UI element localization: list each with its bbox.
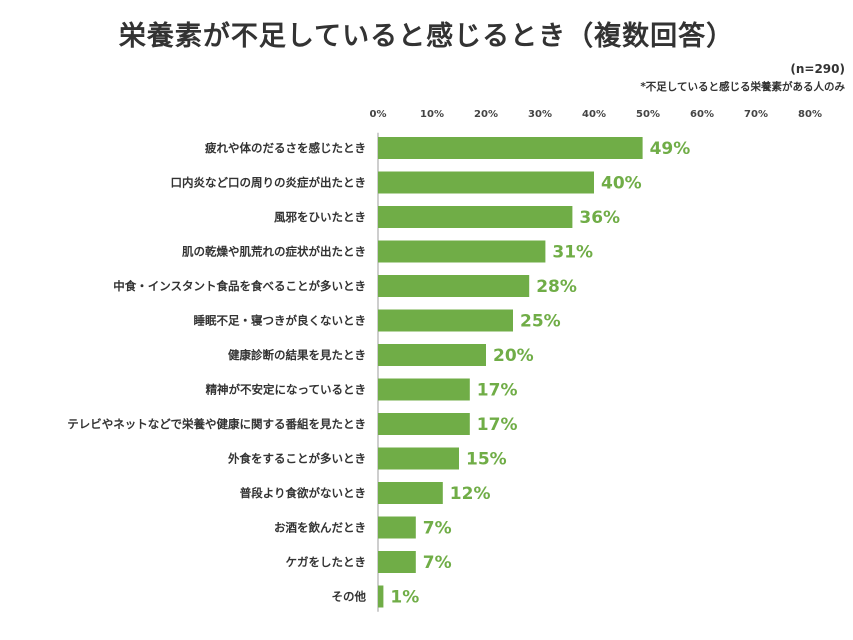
value-label: 7% — [423, 553, 452, 573]
bar — [378, 137, 643, 159]
category-label: 睡眠不足・寝つきが良くないとき — [194, 314, 367, 328]
x-tick-label: 60% — [690, 109, 714, 120]
category-label: 健康診断の結果を見たとき — [228, 348, 366, 362]
bar — [378, 240, 546, 263]
value-label: 36% — [579, 208, 620, 228]
value-label: 15% — [466, 450, 507, 470]
value-label: 20% — [493, 346, 534, 366]
x-tick-label: 40% — [582, 109, 606, 120]
category-label: テレビやネットなどで栄養や健康に関する番組を見たとき — [67, 417, 366, 431]
category-label: 外食をすることが多いとき — [227, 452, 366, 466]
bar — [378, 378, 470, 401]
bar — [378, 171, 594, 194]
sample-size-note: (n=290) — [790, 62, 845, 76]
bar — [378, 206, 573, 228]
category-label: お酒を飲んだとき — [274, 521, 366, 535]
bar — [378, 516, 416, 539]
category-label: 中食・インスタント食品を食べることが多いとき — [113, 279, 366, 293]
value-label: 1% — [390, 588, 419, 608]
category-label: 疲れや体のだるさを感じたとき — [205, 141, 366, 155]
category-label: 精神が不安定になっているとき — [206, 383, 366, 397]
chart-title: 栄養素が不足していると感じるとき（複数回答） — [118, 21, 735, 52]
bar — [378, 447, 459, 470]
value-label: 7% — [423, 519, 452, 539]
value-label: 31% — [552, 243, 593, 263]
condition-note: *不足していると感じる栄養素がある人のみ — [640, 81, 845, 93]
value-label: 25% — [520, 312, 561, 332]
value-label: 49% — [650, 139, 691, 159]
x-tick-label: 70% — [744, 109, 768, 120]
x-tick-label: 30% — [528, 109, 552, 120]
category-label: 口内炎など口の周りの炎症が出たとき — [171, 176, 367, 190]
value-label: 28% — [536, 277, 577, 297]
x-tick-label: 20% — [474, 109, 498, 120]
bar — [378, 344, 486, 366]
value-label: 12% — [450, 484, 491, 504]
x-tick-label: 0% — [370, 109, 387, 120]
x-tick-label: 10% — [420, 109, 444, 120]
value-label: 40% — [601, 174, 642, 194]
x-tick-label: 50% — [636, 109, 660, 120]
bar — [378, 551, 416, 573]
category-label: 肌の乾燥や肌荒れの症状が出たとき — [182, 245, 366, 259]
bar — [378, 482, 443, 504]
category-label: 風邪をひいたとき — [274, 210, 366, 224]
bar — [378, 585, 384, 608]
category-label: ケガをしたとき — [286, 555, 367, 569]
bar — [378, 413, 470, 435]
x-tick-label: 80% — [798, 109, 822, 120]
value-label: 17% — [477, 415, 518, 435]
bar — [378, 275, 530, 297]
category-label: その他 — [332, 590, 367, 604]
bar — [378, 309, 513, 332]
value-label: 17% — [477, 381, 518, 401]
category-label: 普段より食欲がないとき — [240, 486, 366, 500]
